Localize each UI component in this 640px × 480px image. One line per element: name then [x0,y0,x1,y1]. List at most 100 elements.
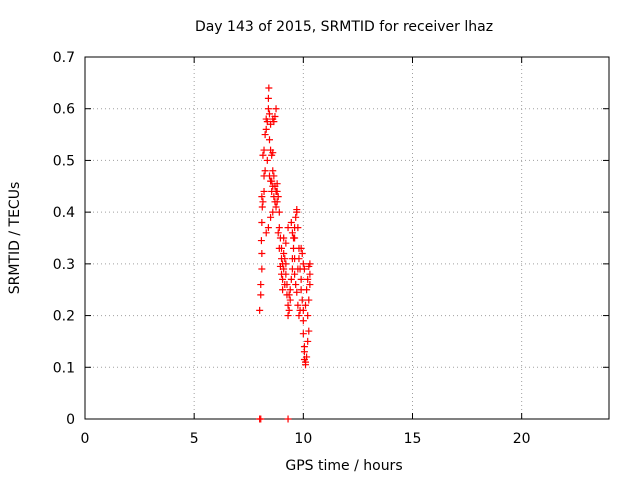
y-tick-label: 0.4 [53,205,75,221]
y-tick-label: 0.3 [53,257,75,273]
data-point [264,224,272,232]
data-point [256,415,264,423]
data-point [275,244,283,252]
data-point [263,156,271,164]
data-point [294,301,302,309]
data-point [290,234,298,242]
data-point [302,358,310,366]
data-point [305,262,313,270]
x-tick-label: 20 [513,431,531,447]
data-point [305,327,313,335]
data-point [273,198,281,206]
data-point [297,275,305,283]
data-point [306,270,314,278]
data-point [265,110,273,118]
data-point [284,415,292,423]
chart-title: Day 143 of 2015, SRMTID for receiver lha… [195,19,493,35]
y-tick-label: 0.5 [53,153,75,169]
data-point [285,306,293,314]
data-point [259,151,267,159]
data-point [279,275,287,283]
data-point [272,203,280,211]
data-point [275,224,283,232]
data-point [282,270,290,278]
data-point [292,213,300,221]
data-point [269,208,277,216]
data-point [292,281,300,289]
y-tick-label: 0.1 [53,360,75,376]
data-point [288,229,296,237]
data-point [269,149,277,157]
data-point [267,213,275,221]
data-point [265,136,273,144]
x-tick-label: 0 [81,431,90,447]
data-point [257,281,265,289]
data-point [274,229,282,237]
data-point [280,250,288,258]
data-point [303,286,311,294]
data-point [293,288,301,296]
data-point [300,348,308,356]
data-point [291,270,299,278]
data-point [262,125,270,133]
data-point [299,260,307,268]
data-point [272,187,280,195]
data-point [295,312,303,320]
data-point [303,353,311,361]
data-points [256,84,314,423]
y-tick-label: 0.6 [53,102,75,118]
data-point [265,84,273,92]
data-point [306,281,314,289]
data-point [260,146,268,154]
y-axis-title: SRMTID / TECUs [7,182,23,295]
data-point [287,218,295,226]
data-point [298,296,306,304]
data-point [258,203,266,211]
data-point [282,239,290,247]
data-point [273,180,281,188]
y-tick-label: 0.2 [53,309,75,325]
data-point [258,265,266,273]
data-point [284,301,292,309]
data-point [282,260,290,268]
plot-frame [84,56,610,420]
data-point [258,218,266,226]
data-point [269,115,277,123]
data-point [269,167,277,175]
data-point [299,317,307,325]
data-point [284,224,292,232]
data-point [261,131,269,139]
data-point [304,337,312,345]
data-point [285,291,293,299]
y-tick-label: 0 [66,412,75,428]
data-point [293,206,301,214]
data-point [291,255,299,263]
x-axis-title: GPS time / hours [285,458,402,474]
data-point [260,187,268,195]
data-point [297,244,305,252]
data-point [280,234,288,242]
x-tick-label: 15 [404,431,422,447]
data-point [287,275,295,283]
data-point [302,301,310,309]
data-point [258,250,266,258]
data-point [257,291,265,299]
x-tick-label: 10 [294,431,312,447]
data-point [272,105,280,113]
data-point [259,198,267,206]
data-point [299,330,307,338]
data-point [257,237,265,245]
x-tick-label: 5 [190,431,199,447]
data-point [256,306,264,314]
data-point [274,193,282,201]
data-point [281,281,289,289]
axis-ticks: 0 5 10 15 20 0 0.1 0.2 0.3 0.4 0.5 0.6 0.7 [53,50,609,447]
data-point [276,262,284,270]
data-point [258,193,266,201]
data-point [294,224,302,232]
data-point [264,94,272,102]
data-point [286,296,294,304]
data-point [298,250,306,258]
